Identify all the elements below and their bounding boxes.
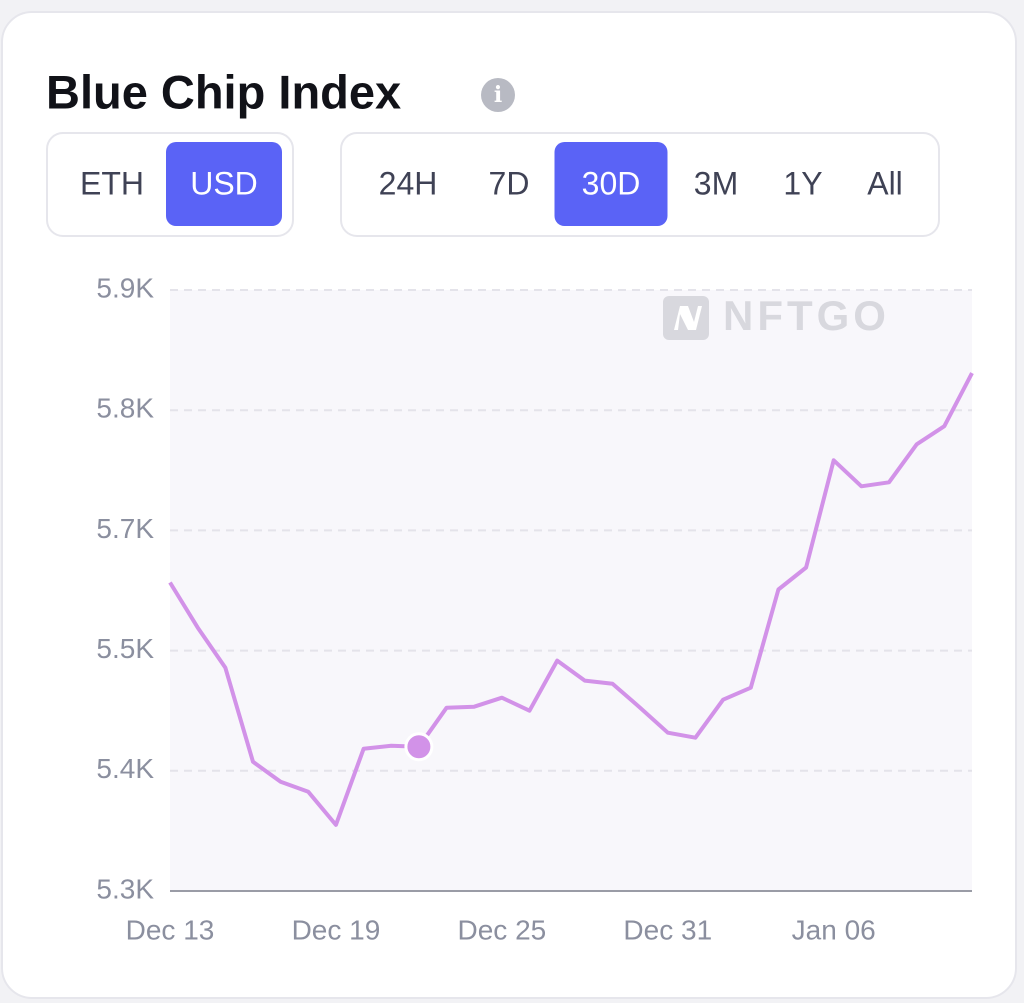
y-tick-label: 5.7K [96,513,154,544]
active-button[interactable]: 30D [582,165,641,201]
x-tick-label: Jan 06 [792,914,876,945]
info-icon-glyph: i [494,82,502,108]
button[interactable]: 3M [694,165,738,201]
plot-area [170,290,972,891]
hover-dot [404,732,434,762]
x-tick-label: Dec 13 [126,914,215,945]
y-tick-label: 5.9K [96,272,154,303]
button[interactable]: 1Y [783,165,822,201]
active-button[interactable]: USD [190,165,258,201]
y-tick-label: 5.8K [96,393,154,424]
watermark-logo-glyph [674,306,702,330]
button[interactable]: All [867,165,903,201]
info-icon[interactable] [481,78,515,112]
button[interactable]: ETH [80,165,144,201]
index-line [168,372,974,827]
y-tick-label: 5.4K [96,753,154,784]
watermark-group: NFTGO [663,292,890,340]
y-tick-label: 5.3K [96,873,154,904]
button[interactable]: 24H [379,165,438,201]
x-tick-label: Dec 25 [458,914,547,945]
active-button-bg[interactable] [166,142,282,226]
watermark: NFTGO [723,292,890,339]
x-tick-label: Dec 19 [292,914,381,945]
title: Blue Chip Index [46,65,401,118]
x-tick-label: Dec 31 [623,914,712,945]
active-button-bg[interactable] [554,142,668,226]
button[interactable]: 7D [489,165,530,201]
y-tick-label: 5.5K [96,633,154,664]
